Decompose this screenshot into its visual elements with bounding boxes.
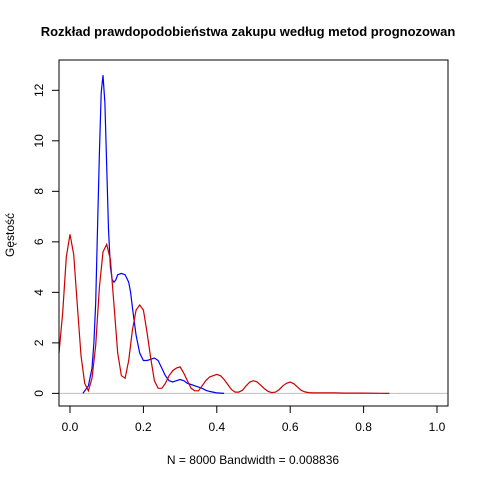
x-axis-label: N = 8000 Bandwidth = 0.008836 <box>167 453 339 467</box>
y-tick-label: 10 <box>32 134 46 148</box>
y-tick-label: 8 <box>32 188 46 195</box>
series-line-1 <box>82 75 225 394</box>
y-axis-label: Gęstość <box>3 213 17 257</box>
y-tick-label: 4 <box>32 289 46 296</box>
y-tick-label: 2 <box>32 339 46 346</box>
x-tick-label: 0.4 <box>208 420 225 434</box>
x-tick-label: 0.0 <box>62 420 79 434</box>
y-tick-label: 12 <box>32 83 46 97</box>
series-layer <box>58 75 390 394</box>
y-tick-label: 0 <box>32 390 46 397</box>
chart-title: Rozkład prawdopodobieństwa zakupu według… <box>41 24 456 39</box>
y-tick-label: 6 <box>32 238 46 245</box>
series-line-2 <box>58 234 390 394</box>
plot-frame <box>58 59 449 407</box>
x-tick-label: 1.0 <box>429 420 446 434</box>
x-axis: 0.0 0.2 0.4 0.6 0.8 1.0 <box>62 406 446 434</box>
x-tick-label: 0.8 <box>355 420 372 434</box>
y-axis: 0 2 4 6 8 10 12 <box>32 83 59 397</box>
x-tick-label: 0.2 <box>135 420 152 434</box>
x-tick-label: 0.6 <box>282 420 299 434</box>
